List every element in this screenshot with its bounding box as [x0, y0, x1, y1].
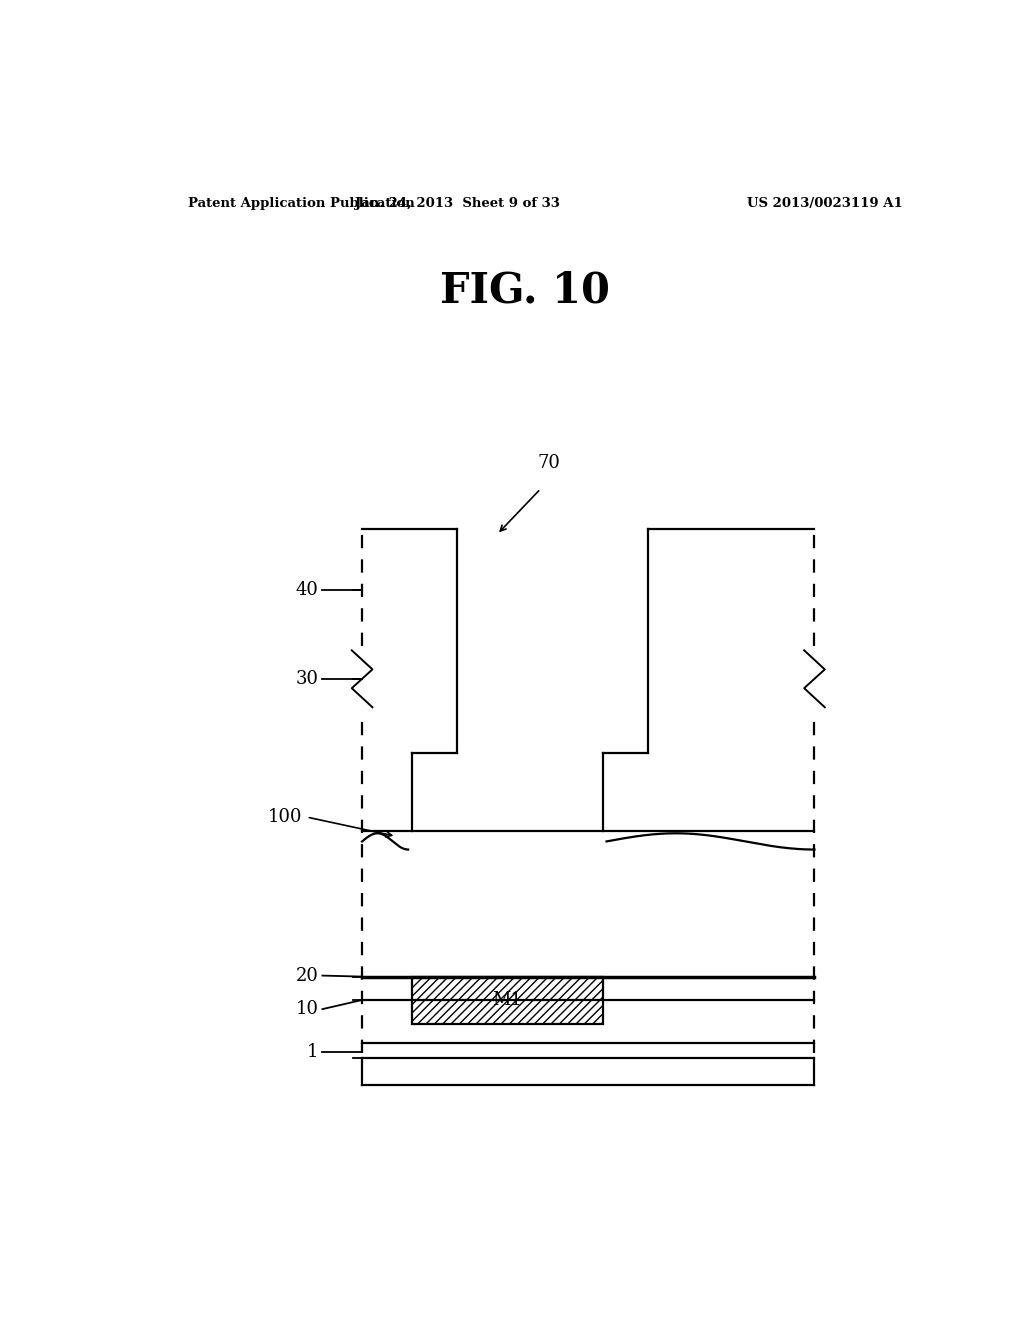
Text: 100: 100: [268, 808, 303, 826]
Text: US 2013/0023119 A1: US 2013/0023119 A1: [748, 197, 903, 210]
Text: 1: 1: [307, 1043, 318, 1061]
Text: 10: 10: [296, 1001, 318, 1018]
Text: 40: 40: [296, 581, 318, 599]
Text: 20: 20: [296, 966, 318, 985]
Text: Patent Application Publication: Patent Application Publication: [187, 197, 415, 210]
Bar: [412, 977, 602, 1024]
Text: Jan. 24, 2013  Sheet 9 of 33: Jan. 24, 2013 Sheet 9 of 33: [355, 197, 560, 210]
Text: M1: M1: [493, 991, 522, 1010]
Text: 70: 70: [538, 454, 560, 473]
Text: FIG. 10: FIG. 10: [439, 269, 610, 312]
Text: 30: 30: [296, 669, 318, 688]
